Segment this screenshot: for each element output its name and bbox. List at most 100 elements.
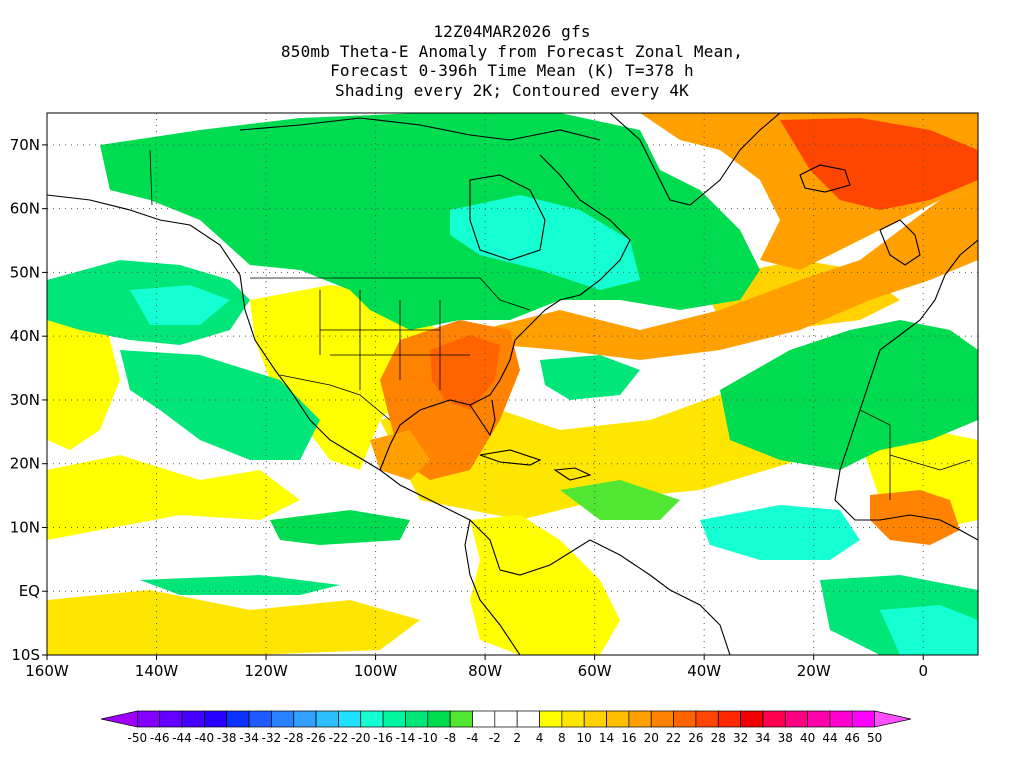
x-axis: 160W 140W 120W 100W 80W 60W 40W 20W 0	[25, 655, 928, 680]
anomaly-region-yellow-tropics	[47, 455, 300, 540]
colorbar-label: 4	[536, 731, 544, 745]
colorbar-swatch	[494, 710, 518, 728]
coastline-iceland	[799, 164, 851, 193]
colorbar-swatch	[449, 710, 473, 728]
y-tick-label: 30N	[10, 391, 40, 409]
colorbar-label: 44	[822, 731, 837, 745]
colorbar-label: -14	[396, 731, 416, 745]
border-us-states-1	[319, 290, 470, 390]
coastline-labrador	[539, 154, 631, 296]
coastline-europe-africa	[834, 239, 978, 541]
colorbar-label: 28	[711, 731, 726, 745]
colorbar-swatch	[539, 710, 563, 728]
colorbar-label: 38	[778, 731, 793, 745]
colorbar-swatch	[315, 710, 339, 728]
colorbar-label: -44	[172, 731, 192, 745]
colorbar-swatch	[673, 710, 697, 728]
colorbar-label: 8	[558, 731, 566, 745]
colorbar-swatch	[851, 710, 876, 728]
colorbar-label: 50	[867, 731, 882, 745]
colorbar-label: 10	[577, 731, 592, 745]
anomaly-region-green-subtropical-pacific	[120, 350, 320, 460]
x-tick-label: 40W	[687, 662, 721, 680]
colorbar-label: -20	[351, 731, 371, 745]
colorbar-swatch	[807, 710, 831, 728]
colorbar-label: -46	[150, 731, 170, 745]
anomaly-region-green-eq-pacific-2	[270, 510, 410, 545]
anomaly-region-red-se-us-core	[430, 335, 500, 410]
title-line-4: Shading every 2K; Contoured every 4K	[335, 80, 689, 100]
title-line-1: 12Z04MAR2026 gfs	[433, 22, 591, 41]
y-tick-label: 60N	[10, 200, 40, 218]
colorbar-swatch	[204, 710, 228, 728]
anomaly-region-orange-west-africa	[870, 490, 960, 545]
coastline-florida	[469, 399, 496, 437]
colorbar-label: 14	[599, 731, 614, 745]
colorbar-swatch	[100, 710, 138, 728]
colorbar-swatch	[606, 710, 630, 728]
colorbar-swatch	[271, 710, 295, 728]
y-tick-label: 40N	[10, 327, 40, 345]
border-alaska-canada	[149, 149, 153, 206]
colorbar-label: 32	[733, 731, 748, 745]
political-borders	[149, 149, 971, 500]
y-axis: 70N 60N 50N 40N 30N 20N 10N EQ 10S	[10, 136, 47, 664]
x-tick-label: 100W	[354, 662, 398, 680]
colorbar-swatch	[226, 710, 250, 728]
colorbar-label: 22	[666, 731, 681, 745]
anomaly-region-orange-warm-conveyor	[480, 190, 978, 360]
colorbar-label: -50	[128, 731, 148, 745]
colorbar-swatch	[427, 710, 451, 728]
colorbar-swatch	[181, 710, 205, 728]
map-frame	[46, 112, 979, 656]
colorbar-swatch	[650, 710, 674, 728]
y-tick-label: EQ	[19, 582, 40, 600]
colorbar-swatch	[159, 710, 183, 728]
colorbar-label: 40	[800, 731, 815, 745]
colorbar-swatch	[516, 710, 540, 728]
map-title: 12Z04MAR2026 gfs 850mb Theta-E Anomaly f…	[0, 22, 1024, 100]
colorbar-swatch	[762, 710, 786, 728]
colorbar-swatch	[628, 710, 652, 728]
colorbar-swatch	[695, 710, 719, 728]
colorbar-label: 2	[513, 731, 521, 745]
anomaly-region-green-atlantic-central	[540, 355, 640, 400]
colorbar-label: -34	[239, 731, 259, 745]
colorbar-label: -22	[329, 731, 349, 745]
title-line-2: 850mb Theta-E Anomaly from Forecast Zona…	[280, 41, 744, 61]
colorbar: -50 -46 -44 -40 -38 -34 -32 -28 -26 -22 -20 -16 -14-…	[100, 710, 912, 745]
y-tick-label: 20N	[10, 455, 40, 473]
border-us-mexico	[279, 374, 391, 421]
colorbar-swatch	[136, 710, 161, 728]
anomaly-region-cyan-e-atlantic	[700, 505, 860, 560]
colorbar-label: -4	[467, 731, 479, 745]
anomaly-region-yellow-west-pacific	[47, 300, 120, 450]
colorbar-label: 46	[845, 731, 860, 745]
colorbar-swatch	[561, 710, 585, 728]
y-tick-label: 50N	[10, 263, 40, 281]
colorbar-label: -10	[418, 731, 438, 745]
coastline-cuba	[479, 449, 542, 466]
y-tick-label: 70N	[10, 136, 40, 154]
coastline-south-america	[499, 539, 731, 655]
colorbar-swatch	[293, 710, 317, 728]
colorbar-swatch	[717, 710, 741, 728]
x-tick-label: 60W	[578, 662, 612, 680]
colorbar-swatch	[740, 710, 764, 728]
y-tick-label: 10N	[10, 518, 40, 536]
anomaly-region-cyan-s-atlantic	[880, 605, 978, 655]
colorbar-swatch	[829, 710, 853, 728]
anomaly-region-green-caribbean	[560, 480, 680, 520]
coastline-north-america	[47, 194, 501, 571]
coastlines	[47, 113, 978, 655]
colorbar-swatch	[360, 710, 384, 728]
anomaly-region-yellow-sa	[470, 515, 620, 655]
colorbar-swatch	[405, 710, 429, 728]
coastline-hudson-bay	[469, 174, 546, 261]
coastline-hispaniola	[553, 467, 592, 481]
x-tick-label: 0	[918, 662, 928, 680]
colorbar-label: -8	[444, 731, 456, 745]
x-tick-label: 120W	[244, 662, 288, 680]
colorbar-label: 26	[688, 731, 703, 745]
